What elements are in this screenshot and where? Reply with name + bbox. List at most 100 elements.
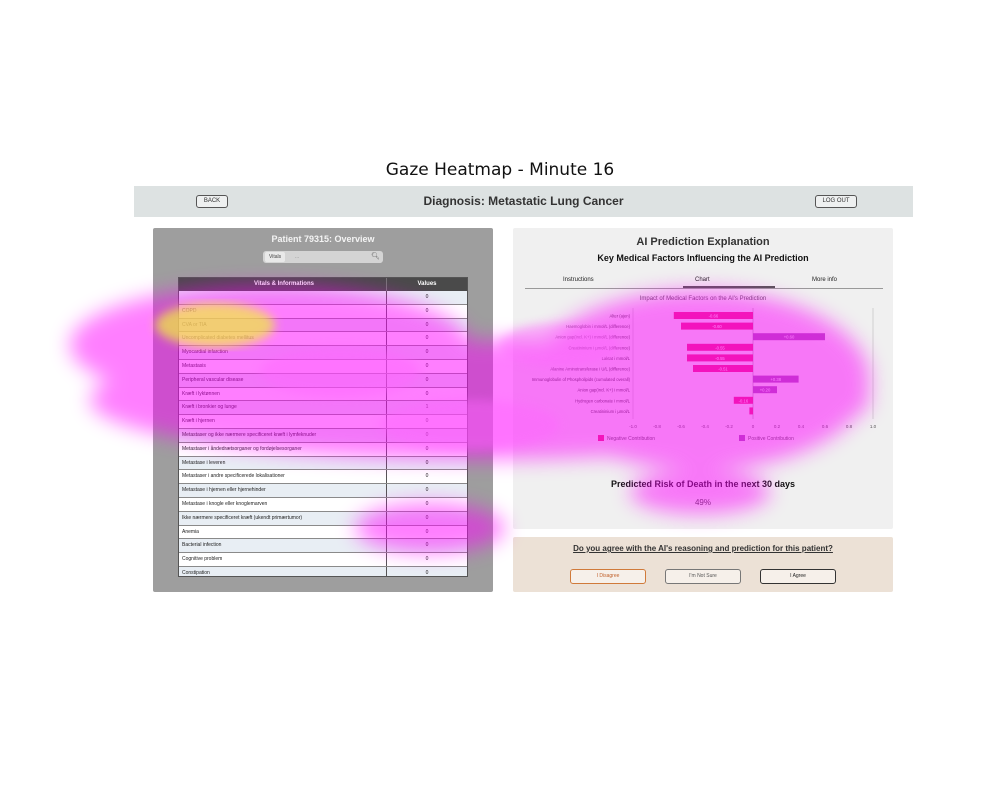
chart-data-label: -0.66 bbox=[709, 314, 719, 319]
table-row[interactable]: Metastase i knogle eller knoglemarven 0 bbox=[179, 497, 467, 512]
agree-button[interactable]: I Agree bbox=[760, 569, 836, 584]
row-label: Kræft i bronkier og lunge bbox=[179, 401, 387, 415]
table-row[interactable]: Bacterial infection 0 bbox=[179, 539, 467, 554]
ai-panel: AI Prediction Explanation Key Medical Fa… bbox=[513, 228, 893, 529]
impact-chart: Alter (ajen) -0.66 Haemoglobin i mmol/L (d… bbox=[532, 308, 877, 442]
row-value: 0 bbox=[425, 500, 429, 507]
table-header: Vitals & Informations Values bbox=[179, 278, 467, 291]
table-row[interactable]: COPD 0 bbox=[179, 304, 467, 319]
row-label: CVA or TIA bbox=[179, 318, 387, 332]
chart-tick-label: 0.4 bbox=[798, 424, 805, 429]
chart-data-label: -0.55 bbox=[715, 345, 725, 350]
chart-bar bbox=[749, 407, 753, 415]
table-row[interactable]: Kræft i bronkier og lunge 1 bbox=[179, 401, 467, 416]
search-tag[interactable]: Vitals bbox=[265, 252, 286, 262]
row-value: 0 bbox=[425, 431, 429, 438]
table-row[interactable]: Uncomplicated diabetes mellitus 0 bbox=[179, 332, 467, 347]
back-button[interactable]: BACK bbox=[196, 195, 228, 208]
tab-chart[interactable]: Chart bbox=[695, 277, 710, 283]
table-row[interactable]: Metastaser i åndedrætsorganer og fordøje… bbox=[179, 442, 467, 457]
row-value: 0 bbox=[425, 556, 429, 563]
table-row[interactable]: Metastaser og ikke nærmere specificeret … bbox=[179, 428, 467, 443]
table-row[interactable]: Metastasis 0 bbox=[179, 359, 467, 374]
legend-label-negative: Negative Contribution bbox=[607, 436, 655, 442]
chart-category-label: Creatininium i µmol/L bbox=[591, 409, 631, 414]
row-label: Metastasis bbox=[179, 359, 387, 373]
tab-bar: Instructions Chart More info bbox=[525, 274, 883, 289]
not-sure-button[interactable]: I'm Not Sure bbox=[665, 569, 741, 584]
ai-subtitle: Key Medical Factors Influencing the AI P… bbox=[597, 253, 809, 263]
chart-category-label: Hydrogen carbonate i mmol/L bbox=[575, 398, 631, 403]
table-row[interactable]: Metastase i hjernen eller hjernehinder 0 bbox=[179, 484, 467, 498]
row-value: 0 bbox=[425, 321, 429, 328]
column-header-value: Values bbox=[417, 281, 437, 287]
chart-category-label: Anion gap(incl. K+) i mmol/L (difference… bbox=[555, 335, 630, 340]
row-value: 0 bbox=[425, 569, 429, 576]
chart-tick-label: 0.2 bbox=[774, 424, 781, 429]
chart-data-label: +0.20 bbox=[760, 388, 771, 393]
table-row[interactable]: 0 bbox=[179, 291, 467, 305]
row-label: Metastaser i åndedrætsorganer og fordøje… bbox=[179, 442, 387, 456]
row-label: Metastaser og ikke nærmere specificeret … bbox=[179, 428, 387, 442]
agreement-panel: Do you agree with the AI's reasoning and… bbox=[513, 537, 893, 592]
screenshot-area: BACK Diagnosis: Metastatic Lung Cancer L… bbox=[134, 186, 913, 606]
search-icon[interactable]: 🔍︎ bbox=[371, 253, 380, 260]
row-value: 0 bbox=[425, 349, 429, 356]
row-value: 0 bbox=[425, 390, 429, 397]
table-row[interactable]: Metastase i leveren 0 bbox=[179, 456, 467, 471]
logout-button[interactable]: LOG OUT bbox=[815, 195, 857, 208]
table-row[interactable]: Anemia 0 bbox=[179, 525, 467, 540]
tab-more-info[interactable]: More info bbox=[812, 277, 838, 283]
chart-tick-label: -0.6 bbox=[677, 424, 685, 429]
chart-category-label: Immunoglobulin of Phospholipids (cumulat… bbox=[532, 377, 631, 382]
patient-title: Patient 79315: Overview bbox=[271, 234, 375, 244]
chart-tick-label: 1.0 bbox=[870, 424, 877, 429]
chart-tick-label: 0.6 bbox=[822, 424, 829, 429]
row-label: Metastase i hjernen eller hjernehinder bbox=[179, 484, 387, 497]
row-label: Constipation bbox=[179, 566, 387, 576]
chart-tick-label: -0.8 bbox=[653, 424, 661, 429]
chart-category-label: Alanine Aminotransferase i U/L (differen… bbox=[550, 367, 630, 372]
search-input[interactable]: ... bbox=[295, 254, 300, 260]
table-row[interactable]: Kræft i hjernen 0 bbox=[179, 415, 467, 429]
row-value: 0 bbox=[425, 376, 429, 383]
chart-category-label: Laktat i mmol/L bbox=[602, 356, 631, 361]
row-value: 0 bbox=[425, 418, 429, 425]
row-label: Myocardial infarction bbox=[179, 346, 387, 359]
row-label: Metastase i leveren bbox=[179, 456, 387, 470]
chart-tick-label: -1.0 bbox=[629, 424, 637, 429]
risk-title: Predicted Risk of Death in the next 30 d… bbox=[610, 479, 796, 489]
table-row[interactable]: Ikke nærmere specificeret kræft (ukendt … bbox=[179, 511, 467, 526]
row-label: Kræft i lyktønnen bbox=[179, 387, 387, 401]
tab-instructions[interactable]: Instructions bbox=[563, 277, 594, 283]
chart-data-label: +0.60 bbox=[784, 335, 795, 340]
chart-tick-label: -0.2 bbox=[725, 424, 733, 429]
table-row[interactable]: Myocardial infarction 0 bbox=[179, 346, 467, 360]
table-row[interactable]: Constipation 0 bbox=[179, 566, 467, 576]
row-value: 0 bbox=[425, 335, 429, 342]
table-row[interactable]: CVA or TIA 0 bbox=[179, 318, 467, 333]
row-value: 0 bbox=[425, 487, 429, 494]
table-row[interactable]: Metastaser i andre specificerede lokalis… bbox=[179, 470, 467, 485]
active-tab-indicator bbox=[683, 286, 775, 288]
table-body: 0 COPD 0 CVA or TIA 0 Uncomplicated diabetes … bbox=[179, 291, 467, 576]
row-label: Cognitive problem bbox=[179, 553, 387, 566]
table-row[interactable]: Kræft i lyktønnen 0 bbox=[179, 387, 467, 402]
disagree-button[interactable]: I Disagree bbox=[570, 569, 646, 584]
row-value: 0 bbox=[425, 473, 429, 480]
legend-label-positive: Positive Contribution bbox=[748, 436, 794, 442]
chart-category-label: Anion gap(incl. K+) i mmol/L bbox=[578, 388, 631, 393]
ai-title: AI Prediction Explanation bbox=[636, 236, 770, 248]
table-row[interactable]: Cognitive problem 0 bbox=[179, 553, 467, 567]
row-value: 0 bbox=[425, 362, 429, 369]
row-label: Metastase i knogle eller knoglemarven bbox=[179, 497, 387, 511]
chart-data-label: -0.60 bbox=[712, 324, 722, 329]
legend-swatch-negative bbox=[598, 435, 604, 441]
table-row[interactable]: Peripheral vascular disease 0 bbox=[179, 373, 467, 388]
row-label: COPD bbox=[179, 304, 387, 318]
vitals-table[interactable]: Vitals & Informations Values 0 COPD 0 CVA o… bbox=[178, 277, 468, 577]
row-value: 0 bbox=[425, 294, 429, 300]
chart-tick-label: -0.4 bbox=[701, 424, 709, 429]
chart-category-label: Haemoglobin i mmol/L (difference) bbox=[566, 324, 630, 329]
search-box[interactable]: Vitals ... 🔍︎ bbox=[263, 251, 383, 263]
